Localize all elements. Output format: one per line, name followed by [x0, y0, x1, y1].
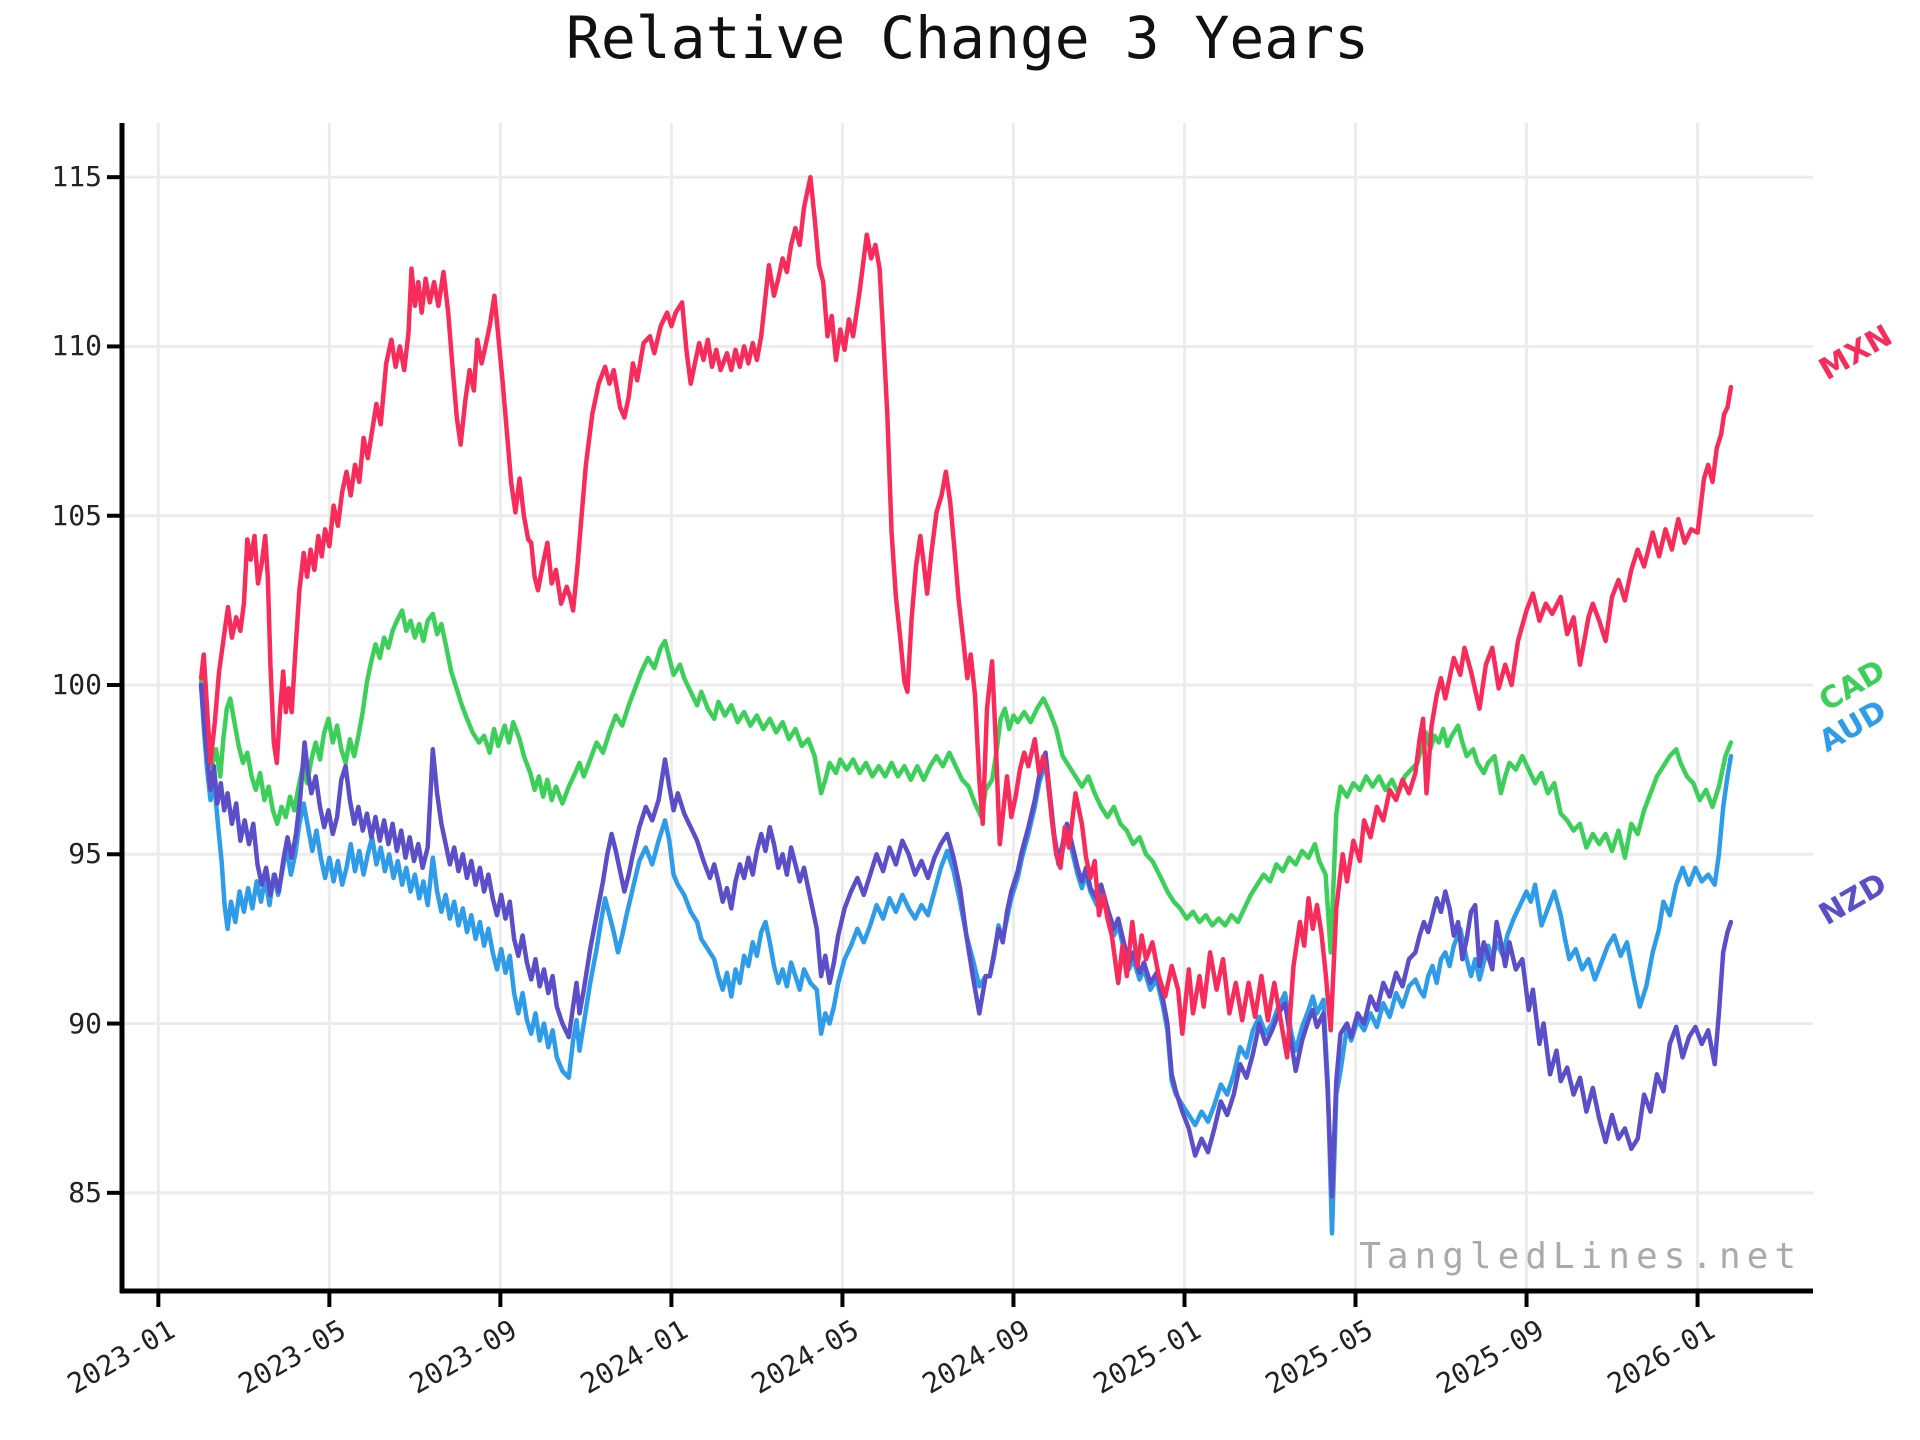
- series-line-NZD: [198, 682, 1734, 1199]
- y-tick-label: 105: [51, 498, 102, 532]
- y-tick-label: 85: [68, 1175, 102, 1209]
- y-tick-label: 90: [68, 1006, 102, 1040]
- watermark-text: TangledLines.net: [1359, 1236, 1802, 1277]
- series-line-CAD: [198, 608, 1734, 955]
- y-tick-label: 95: [68, 837, 102, 871]
- y-tick-label: 100: [51, 667, 102, 701]
- chart-title: Relative Change 3 Years: [565, 4, 1370, 72]
- y-tick-label: 110: [51, 329, 102, 363]
- series-line-AUD: [198, 682, 1734, 1236]
- y-tick-label: 115: [51, 160, 102, 194]
- series-line-MXN: [198, 174, 1734, 1060]
